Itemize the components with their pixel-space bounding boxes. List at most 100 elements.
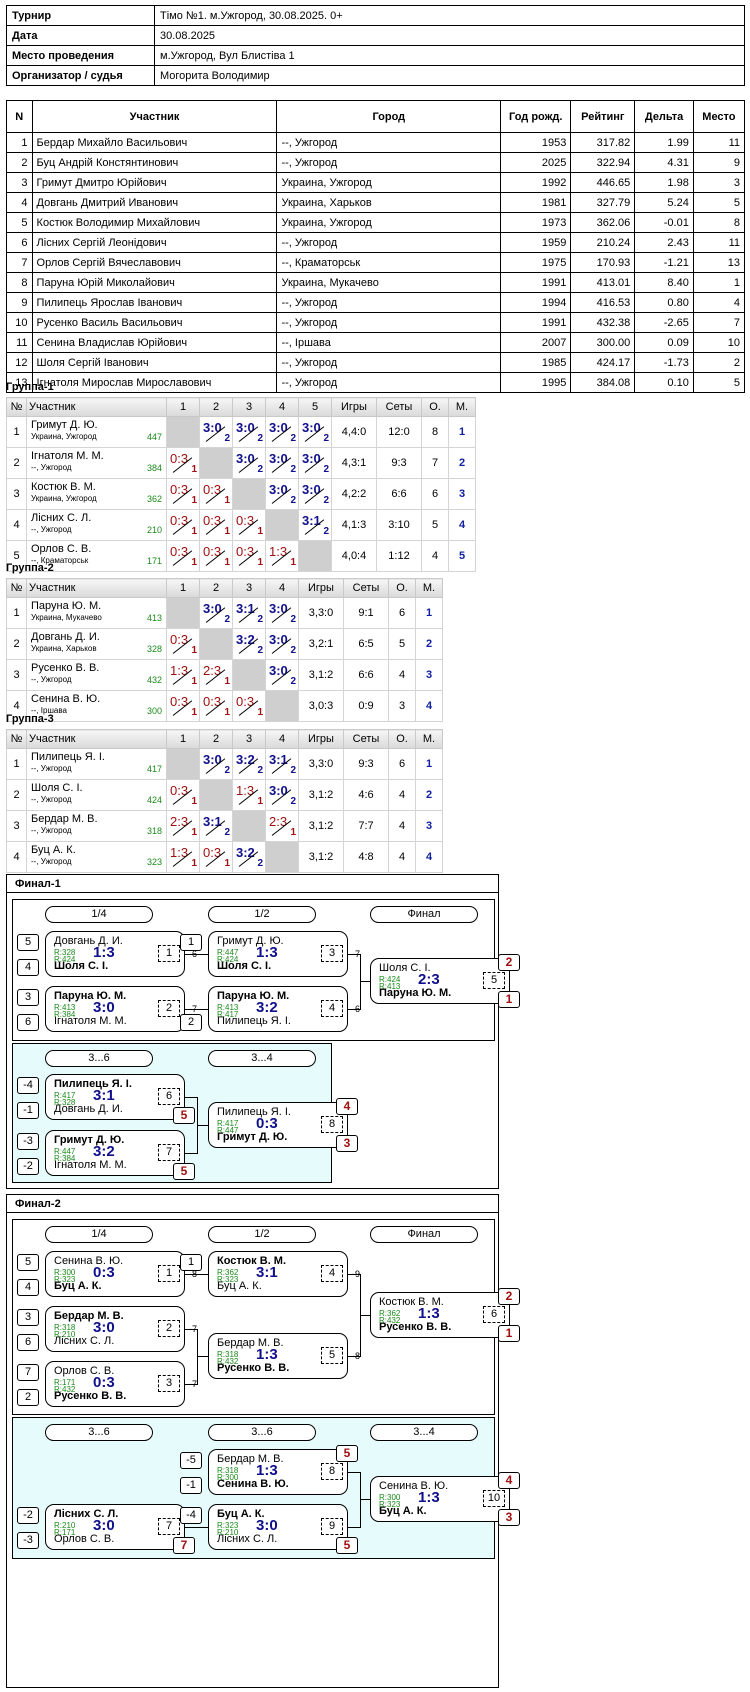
participant-cell: 2 <box>6 152 33 173</box>
match-number: 8 <box>321 1463 343 1480</box>
participant-cell: 1981 <box>500 192 572 213</box>
group-header: Участник <box>26 578 167 598</box>
match-score: 0:3 <box>256 1115 278 1132</box>
player-b: Довгань Д. И. <box>54 1103 123 1115</box>
match-score: 1:3 <box>256 944 278 961</box>
match-score: 0:3 1 <box>167 780 199 810</box>
match-score-cell: 1:3 1 <box>166 841 200 873</box>
match-score: 3:0 2 <box>266 448 298 478</box>
row-number: 1 <box>6 597 27 629</box>
participant-cell: Русенко Василь Васильович <box>31 312 278 333</box>
seed-b: 4 <box>17 1279 39 1296</box>
match-score-cell: 0:3 1 <box>166 540 200 572</box>
participant-cell: 12 <box>6 352 33 373</box>
participant-cell: Лісних Сергій Леонідович <box>31 232 278 253</box>
score-points: 2 <box>224 765 230 776</box>
score-points: 1 <box>290 557 296 568</box>
match-score-cell: 1:3 1 <box>232 779 266 811</box>
score-value: 3:0 <box>269 420 288 435</box>
seed-b: -1 <box>17 1102 39 1119</box>
group-header: № <box>6 729 27 749</box>
place-a: 2 <box>498 954 520 971</box>
player-a: Лісних С. Л. <box>54 1508 119 1520</box>
participant-row: 10 Русенко Василь Васильович --, Ужгород 19… <box>6 312 746 333</box>
connector <box>360 981 370 982</box>
games: 3,3:0 <box>298 597 344 629</box>
match-score: 1:3 <box>93 944 115 961</box>
participant-cell: 210.24 <box>570 232 636 253</box>
match-score-cell: 0:3 1 <box>232 509 266 541</box>
round-header: 3...4 <box>370 1424 478 1441</box>
rating-a: R:328 <box>54 948 76 957</box>
round-header: 1/2 <box>208 1226 316 1243</box>
group-row: 2 Шоля С. І. --, Ужгород 424 0:3 1 1:3 1 3:0 2 3,1… <box>6 779 443 811</box>
self-cell <box>199 447 233 479</box>
place: 1 <box>415 597 443 629</box>
match-box: Бердар М. В. Русенко В. В. R:318 R:432 1:3 5 <box>208 1333 348 1379</box>
match-score: 0:3 1 <box>167 629 199 659</box>
seed-a: -3 <box>17 1133 39 1150</box>
match-score: 0:3 1 <box>167 479 199 509</box>
participant-row: 12 Шоля Сергій Іванович --, Ужгород 1985 424… <box>6 352 746 373</box>
info-row: Организатор / судья Могорита Володимир <box>6 65 745 86</box>
participant-cell: 9 <box>692 152 746 173</box>
match-score-cell: 3:0 2 <box>265 478 299 510</box>
match-score: 3:0 2 <box>266 598 298 628</box>
match-score-cell: 3:1 2 <box>232 597 266 629</box>
info-value: м.Ужгород, Вул Блистіва 1 <box>154 45 745 66</box>
score-points: 2 <box>257 765 263 776</box>
connector <box>348 954 360 955</box>
score-points: 1 <box>191 464 197 475</box>
row-number: 4 <box>6 841 27 873</box>
participant-cell: Буц Андрій Констянтинович <box>31 152 278 173</box>
match-score-cell: 0:3 1 <box>199 841 233 873</box>
player-city: --, Ужгород 424 <box>31 795 162 805</box>
main-bracket: 1/4 1/2 Финал Довгань Д. И. Шоля С. І. R:328 R… <box>12 899 520 1041</box>
score-points: 2 <box>323 464 329 475</box>
group-row: 2 Довгань Д. И. Украина, Харьков 328 0:3 1 3:2… <box>6 628 443 660</box>
player-b: Буц А. К. <box>217 1280 262 1292</box>
player-a: Буц А. К. <box>217 1508 265 1520</box>
seed-b: -2 <box>17 1158 39 1175</box>
match-box: Паруна Ю. М. Пилипець Я. І. R:413 R:417 3:2 4 <box>208 986 348 1032</box>
sets: 0:9 <box>343 690 389 722</box>
place-b: 5 <box>173 1107 195 1124</box>
player-cell: Гримут Д. Ю. Украина, Ужгород 447 <box>26 416 167 448</box>
player-rating: 300 <box>146 706 162 716</box>
player-b: Шоля С. І. <box>217 960 272 972</box>
match-score: 3:2 2 <box>233 749 265 779</box>
match-score: 0:3 1 <box>200 541 232 571</box>
group-header: М. <box>415 578 443 598</box>
match-score: 3:0 2 <box>233 448 265 478</box>
match-box: Сенина В. Ю. Буц А. К. R:300 R:323 0:3 1 <box>45 1251 185 1297</box>
score-points: 1 <box>191 858 197 869</box>
rating-a: R:210 <box>54 1521 76 1530</box>
player-a: Сенина В. Ю. <box>379 1480 449 1492</box>
match-number: 4 <box>321 1000 343 1017</box>
player-name: Бердар М. В. <box>31 813 98 825</box>
player-cell: Довгань Д. И. Украина, Харьков 328 <box>26 628 167 660</box>
match-score-cell: 3:2 2 <box>232 628 266 660</box>
seed-b: 4 <box>17 959 39 976</box>
score-value: 3:0 <box>269 482 288 497</box>
group-header: 3 <box>232 729 266 749</box>
score-value: 0:3 <box>203 694 222 709</box>
round-header: 1/2 <box>208 906 316 923</box>
group-header: № <box>6 397 27 417</box>
group-header: Участник <box>26 397 167 417</box>
participant-cell: Орлов Сергій Вячеславович <box>31 252 278 273</box>
match-number: 4 <box>321 1265 343 1282</box>
seed-a: 5 <box>17 1254 39 1271</box>
group-title: Группа-3 <box>6 713 54 725</box>
rating-b: R:432 <box>217 1357 239 1366</box>
group-header: Игры <box>298 578 344 598</box>
match-box: Костюк В. М. Буц А. К. R:362 R:323 3:1 4 <box>208 1251 348 1297</box>
match-score: 0:3 <box>93 1264 115 1281</box>
info-key: Организатор / судья <box>6 65 155 86</box>
group-header: Игры <box>331 397 377 417</box>
match-score-cell: 3:2 2 <box>232 841 266 873</box>
place: 5 <box>448 540 476 572</box>
sets: 7:7 <box>343 810 389 842</box>
match-box: Бердар М. В. Лісних С. Л. R:318 R:210 3:0 2 <box>45 1306 185 1352</box>
match-score: 3:2 2 <box>233 629 265 659</box>
